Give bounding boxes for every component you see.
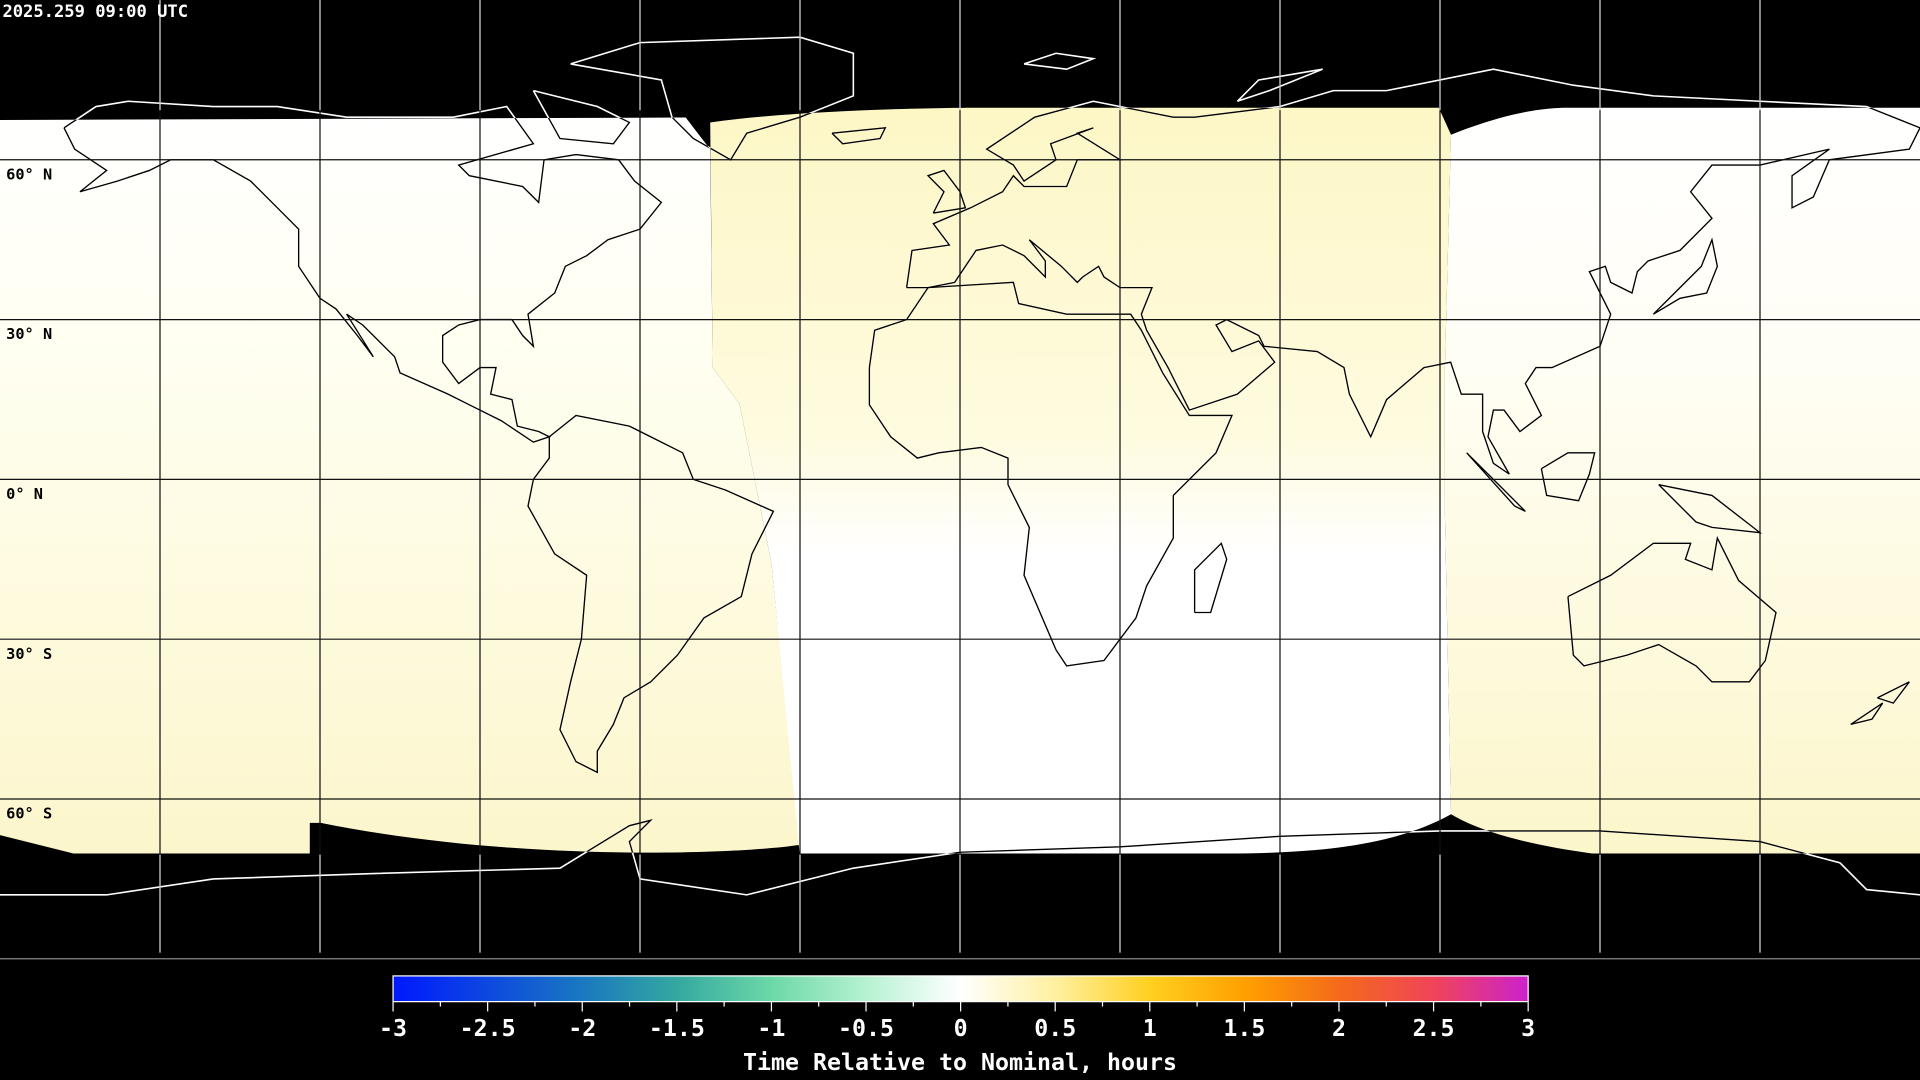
coverage-region-east (1444, 107, 1920, 854)
colorbar-tick-label: 2.5 (1413, 1015, 1455, 1042)
coverage-region-central (710, 107, 1452, 854)
coastline-madagascar (1193, 542, 1228, 614)
latitude-label: 60° S (6, 805, 52, 823)
colorbar-label: Time Relative to Nominal, hours (743, 1049, 1177, 1076)
coastline-north-america (63, 107, 663, 443)
colorbar: -3 -2.5 -2 -1.5 -1 -0.5 0 0.5 1 1.5 2 2.5 3 Time Rel… (379, 975, 1535, 1076)
latitude-label: 30° S (6, 645, 52, 663)
colorbar-tick-label: 0.5 (1034, 1015, 1076, 1042)
latitude-labels: 60° N 30° N 0° N 30° S 60° S (6, 165, 52, 822)
coverage-region-west (0, 117, 800, 854)
coastline-sumatra (1466, 452, 1526, 512)
coastline-africa (868, 281, 1233, 667)
coastline-japan (1652, 237, 1719, 315)
colorbar-tick-label: 3 (1521, 1015, 1535, 1042)
coastline-borneo (1540, 452, 1596, 502)
coastline-south-america (527, 414, 775, 774)
coastline-great-britain (926, 169, 967, 214)
colorbar-tick-label: 2 (1332, 1015, 1346, 1042)
coastline-eurasia (905, 107, 1920, 475)
colorbar-ticks: -3 -2.5 -2 -1.5 -1 -0.5 0 0.5 1 1.5 2 2.5 3 (379, 1001, 1535, 1042)
coastline-baffin-island (532, 107, 631, 145)
coastline-new-zealand-south (1850, 702, 1884, 726)
coastline-new-guinea (1658, 483, 1763, 534)
latitude-label: 30° N (6, 325, 52, 343)
coastline-antarctica (0, 819, 1920, 854)
colorbar-gradient (392, 975, 1529, 1003)
colorbar-tick-label: 1.5 (1223, 1015, 1265, 1042)
colorbar-tick-label: -0.5 (838, 1015, 894, 1042)
coastline-novaya-zemlya (1236, 68, 1323, 103)
colorbar-tick-label: -1.5 (649, 1015, 705, 1042)
latitude-label: 0° N (6, 485, 43, 503)
timestamp-title: 2025.259 09:00 UTC (2, 2, 188, 22)
graticule (0, 0, 1920, 953)
coverage-regions (0, 107, 1920, 854)
coastline-svalbard (1023, 52, 1097, 70)
colorbar-tick-label: 1 (1143, 1015, 1157, 1042)
colorbar-tick-label: -2.5 (460, 1015, 516, 1042)
coastline-australia (1567, 535, 1777, 683)
coastline-new-zealand-north (1877, 681, 1910, 704)
latitude-label: 60° N (6, 165, 52, 183)
colorbar-tick-label: -3 (379, 1015, 407, 1042)
colorbar-tick-label: -1 (757, 1015, 785, 1042)
colorbar-tick-label: 0 (954, 1015, 968, 1042)
coastline-iceland (831, 127, 887, 145)
colorbar-tick-label: -2 (568, 1015, 596, 1042)
